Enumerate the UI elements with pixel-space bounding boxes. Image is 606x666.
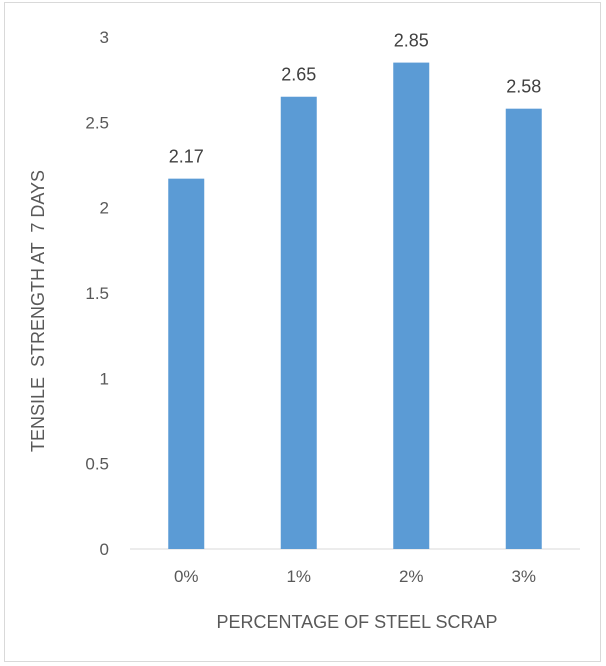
bar [168,178,205,550]
x-axis-ticks: 0% 1% 2% 3% [174,567,536,586]
y-axis-ticks: 0 0.5 1 1.5 2 2.5 3 [85,28,109,559]
data-label: 2.58 [506,77,541,97]
x-tick-label: 3% [511,567,536,586]
y-tick-label: 2 [100,199,109,218]
bars [168,62,542,550]
data-label: 2.17 [169,147,204,167]
x-tick-label: 1% [286,567,311,586]
bar [393,62,430,549]
y-tick-label: 2.5 [85,113,109,132]
bar [505,108,542,550]
y-axis-title: TENSILE STRENGTH AT 7 DAYS [28,170,48,452]
bar [280,96,317,549]
y-tick-label: 1.5 [85,284,109,303]
y-tick-label: 0.5 [85,455,109,474]
data-labels: 2.17 2.65 2.85 2.58 [169,31,542,167]
y-tick-label: 0 [100,540,109,559]
x-tick-label: 0% [174,567,199,586]
data-label: 2.65 [281,65,316,85]
x-tick-label: 2% [399,567,424,586]
y-tick-label: 3 [100,28,109,47]
data-label: 2.85 [394,31,429,51]
y-tick-label: 1 [100,369,109,388]
x-axis-title: PERCENTAGE OF STEEL SCRAP [216,612,497,632]
